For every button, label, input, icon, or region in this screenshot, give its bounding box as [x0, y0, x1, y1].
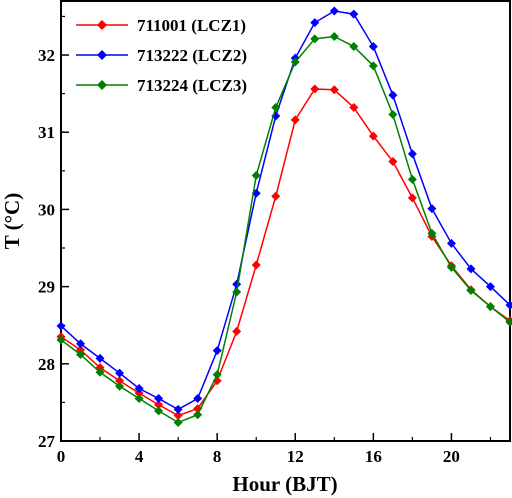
- x-axis-title: Hour (BJT): [232, 472, 337, 496]
- series-1-point: [310, 18, 320, 28]
- series-line-2: [60, 35, 511, 424]
- series-0-point: [154, 400, 164, 410]
- legend-label-2: 713224 (LCZ3): [137, 76, 247, 95]
- series-2-point: [368, 61, 378, 71]
- legend-marker-1: [97, 50, 107, 60]
- series-2-point: [407, 174, 417, 184]
- series-2-point: [446, 262, 456, 272]
- x-tick-label: 16: [365, 447, 382, 466]
- series-0-point: [290, 115, 300, 125]
- series-2-point: [115, 381, 125, 391]
- series-2-point: [76, 350, 86, 360]
- x-tick-label: 8: [213, 447, 222, 466]
- legend-label-0: 711001 (LCZ1): [137, 16, 246, 35]
- y-tick-label: 28: [38, 355, 55, 374]
- series-1-point: [154, 394, 164, 404]
- plot-frame: [60, 0, 511, 442]
- series-2-point: [505, 317, 512, 327]
- series-1-point: [329, 6, 339, 16]
- series-0-point: [368, 131, 378, 141]
- y-axis-title: T (°C): [0, 193, 24, 249]
- series-1-point: [134, 384, 144, 394]
- series-1-point: [193, 394, 203, 404]
- series-0-point: [232, 326, 242, 336]
- legend-marker-2: [97, 80, 107, 90]
- series-1-point: [232, 279, 242, 289]
- series-1-point: [95, 353, 105, 363]
- series-1-point: [76, 339, 86, 349]
- series-2-point: [193, 410, 203, 420]
- series-1-point: [427, 204, 437, 214]
- series-0-point: [173, 411, 183, 421]
- series-2-point: [427, 228, 437, 238]
- series-0-point: [115, 376, 125, 386]
- series-1-point: [173, 404, 183, 414]
- legend-marker-0: [97, 20, 107, 30]
- y-tick-label: 27: [38, 432, 56, 451]
- series-0-point: [310, 84, 320, 94]
- series-0-point: [349, 103, 359, 113]
- y-tick-label: 29: [38, 278, 55, 297]
- series-0-point: [329, 85, 339, 95]
- series-1-point: [388, 90, 398, 100]
- series-1-point: [407, 149, 417, 159]
- y-tick-label: 30: [38, 200, 55, 219]
- series-2-point: [290, 57, 300, 67]
- series-0-point: [407, 193, 417, 203]
- legend-label-1: 713222 (LCZ2): [137, 46, 247, 65]
- series-line-1: [60, 10, 511, 411]
- axis-ticks: 0 4 8 12 16 20 27 28 29 30 31 32: [38, 15, 492, 466]
- series-2-point: [271, 103, 281, 113]
- series-2-point: [232, 287, 242, 297]
- x-tick-label: 0: [57, 447, 66, 466]
- series-0-point: [271, 191, 281, 201]
- series-2-point: [173, 417, 183, 427]
- legend: 711001 (LCZ1) 713222 (LCZ2) 713224 (LCZ3): [76, 16, 247, 95]
- series-1-point: [349, 9, 359, 19]
- series-1-point: [466, 264, 476, 274]
- x-tick-label: 4: [135, 447, 144, 466]
- series-1-point: [446, 238, 456, 248]
- series-2-point: [329, 32, 339, 42]
- series-2-point: [95, 367, 105, 377]
- series-1-point: [485, 282, 495, 292]
- series-0-point: [388, 157, 398, 167]
- x-tick-label: 12: [287, 447, 304, 466]
- series-2-point: [310, 34, 320, 44]
- series-1-point: [212, 346, 222, 356]
- series-2-point: [349, 42, 359, 52]
- series-1-point: [368, 42, 378, 52]
- series-1-point: [115, 368, 125, 378]
- series-2-point: [485, 302, 495, 312]
- series-1-point: [56, 321, 66, 331]
- series-2-point: [154, 406, 164, 416]
- series-layer: [56, 6, 512, 427]
- series-2-point: [388, 109, 398, 119]
- series-2-point: [56, 335, 66, 345]
- x-tick-label: 20: [443, 447, 460, 466]
- series-2-point: [212, 370, 222, 380]
- y-tick-label: 32: [38, 46, 55, 65]
- series-2-point: [466, 285, 476, 295]
- series-0-point: [134, 388, 144, 398]
- series-1-point: [505, 300, 512, 310]
- series-2-point: [251, 170, 261, 180]
- series-2-point: [134, 394, 144, 404]
- series-line-0: [60, 88, 511, 417]
- series-0-point: [251, 260, 261, 270]
- y-tick-label: 31: [38, 123, 55, 142]
